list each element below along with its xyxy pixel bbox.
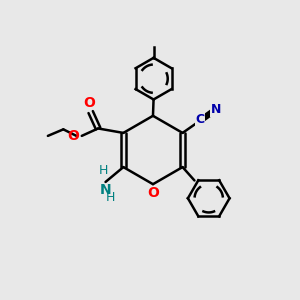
Text: O: O xyxy=(67,129,79,143)
Text: N: N xyxy=(210,103,221,116)
Text: H: H xyxy=(106,191,116,204)
Text: O: O xyxy=(147,186,159,200)
Text: C: C xyxy=(196,113,205,126)
Text: H: H xyxy=(98,164,108,177)
Text: O: O xyxy=(83,96,95,110)
Text: N: N xyxy=(100,183,111,197)
